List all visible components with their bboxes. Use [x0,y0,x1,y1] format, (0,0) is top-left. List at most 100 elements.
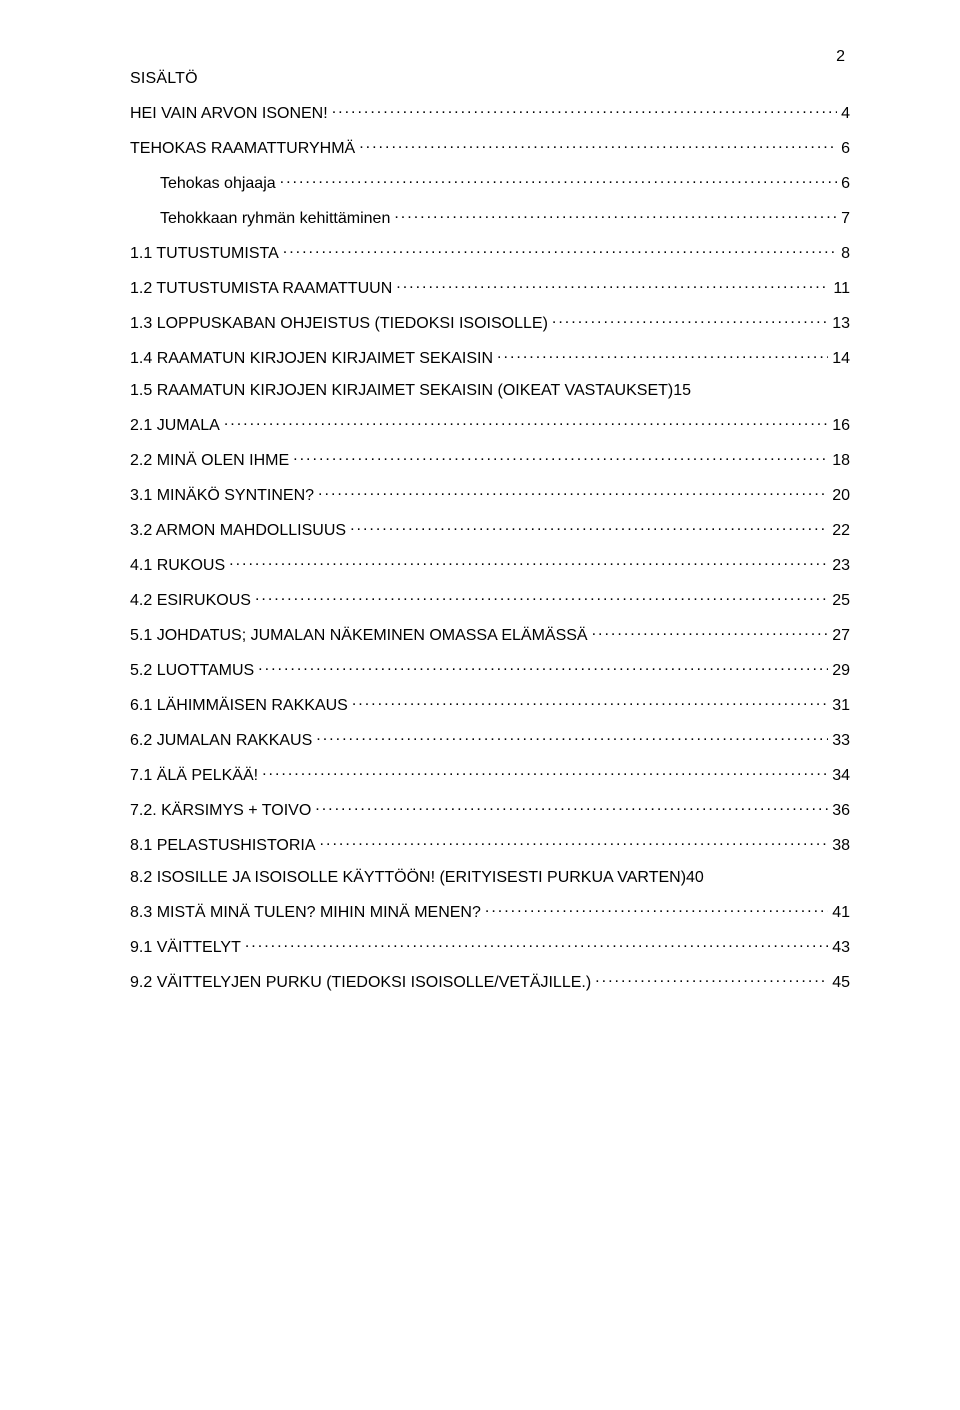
toc-entry-page: 31 [832,697,850,715]
toc-entry: 3.2 ARMON MAHDOLLISUUS 22 [130,519,850,540]
toc-entry-page: 34 [832,767,850,785]
toc-entry: 9.1 VÄITTELYT43 [130,936,850,957]
toc-entry-label: 4.1 RUKOUS [130,557,225,575]
toc-entry-page: 6 [841,140,850,158]
toc-entry: 9.2 VÄITTELYJEN PURKU (TIEDOKSI ISOISOLL… [130,971,850,992]
toc-leader-dots [552,312,828,328]
toc-entry-label: 8.2 ISOSILLE JA ISOISOLLE KÄYTTÖÖN! (ERI… [130,869,686,887]
toc-entry-label: 7.1 ÄLÄ PELKÄÄ! [130,767,258,785]
toc-entry-label: 2.2 MINÄ OLEN IHME [130,452,289,470]
toc-leader-dots [224,414,828,430]
toc-entry-label: 9.1 VÄITTELYT [130,939,241,957]
toc-entry-page: 14 [832,350,850,368]
toc-entry-label: 6.2 JUMALAN RAKKAUS [130,732,312,750]
toc-leader-dots [283,242,837,258]
toc-entry-label: 3.1 MINÄKÖ SYNTINEN? [130,487,314,505]
toc-entry: 2.2 MINÄ OLEN IHME 18 [130,449,850,470]
toc-entry: 4.2 ESIRUKOUS 25 [130,589,850,610]
toc-entry-label: 1.2 TUTUSTUMISTA RAAMATTUUN [130,280,392,298]
toc-entry-label: 2.1 JUMALA [130,417,220,435]
toc-leader-dots [315,799,828,815]
toc-entry: 8.1 PELASTUSHISTORIA 38 [130,834,850,855]
toc-entry-label: 3.2 ARMON MAHDOLLISUUS [130,522,346,540]
toc-leader-dots [318,484,828,500]
toc-leader-dots [359,137,837,153]
toc-entry-page: 23 [832,557,850,575]
toc-leader-dots [262,764,828,780]
toc-list: HEI VAIN ARVON ISONEN! 4 TEHOKAS RAAMATTUR… [130,102,850,992]
toc-entry-page: 25 [832,592,850,610]
toc-entry-page: 4 [841,105,850,123]
toc-entry: 6.1 LÄHIMMÄISEN RAKKAUS 31 [130,694,850,715]
toc-entry-page: 11 [833,280,850,298]
toc-leader-dots [293,449,828,465]
toc-entry-label: 5.1 JOHDATUS; JUMALAN NÄKEMINEN OMASSA E… [130,627,588,645]
toc-entry-page: 38 [832,837,850,855]
toc-entry-page: 40 [686,869,704,887]
toc-entry-label: 7.2. KÄRSIMYS + TOIVO [130,802,311,820]
toc-entry-page: 15 [673,382,691,400]
toc-entry: 7.2. KÄRSIMYS + TOIVO 36 [130,799,850,820]
toc-entry-label: 9.2 VÄITTELYJEN PURKU (TIEDOKSI ISOISOLL… [130,974,591,992]
toc-entry: 2.1 JUMALA 16 [130,414,850,435]
toc-entry-page: 20 [832,487,850,505]
toc-entry-label: 6.1 LÄHIMMÄISEN RAKKAUS [130,697,348,715]
toc-entry: 1.2 TUTUSTUMISTA RAAMATTUUN 11 [130,277,850,298]
toc-entry-page: 29 [832,662,850,680]
toc-entry-label: Tehokkaan ryhmän kehittäminen [160,210,390,228]
toc-entry-page: 45 [832,974,850,992]
toc-entry-page: 33 [832,732,850,750]
toc-entry-page: 36 [832,802,850,820]
toc-entry: TEHOKAS RAAMATTURYHMÄ 6 [130,137,850,158]
toc-leader-dots [592,624,829,640]
toc-leader-dots [352,694,828,710]
page-number: 2 [836,48,845,66]
toc-entry: 1.5 RAAMATUN KIRJOJEN KIRJAIMET SEKAISIN… [130,382,850,400]
toc-leader-dots [320,834,829,850]
toc-leader-dots [316,729,828,745]
toc-entry: 8.2 ISOSILLE JA ISOISOLLE KÄYTTÖÖN! (ERI… [130,869,850,887]
toc-entry-label: HEI VAIN ARVON ISONEN! [130,105,328,123]
toc-entry: 6.2 JUMALAN RAKKAUS 33 [130,729,850,750]
toc-entry-page: 8 [841,245,850,263]
toc-entry: Tehokas ohjaaja 6 [130,172,850,193]
toc-leader-dots [258,659,828,675]
toc-leader-dots [229,554,828,570]
toc-entry: HEI VAIN ARVON ISONEN! 4 [130,102,850,123]
toc-leader-dots [394,207,837,223]
toc-entry-page: 16 [832,417,850,435]
toc-leader-dots [280,172,837,188]
toc-entry: 4.1 RUKOUS 23 [130,554,850,575]
toc-leader-dots [245,936,828,952]
toc-entry: 1.4 RAAMATUN KIRJOJEN KIRJAIMET SEKAISIN… [130,347,850,368]
toc-entry-page: 6 [841,175,850,193]
toc-entry-page: 22 [832,522,850,540]
toc-entry-label: 5.2 LUOTTAMUS [130,662,254,680]
toc-leader-dots [255,589,828,605]
toc-entry-page: 13 [832,315,850,333]
toc-entry: 1.3 LOPPUSKABAN OHJEISTUS (TIEDOKSI ISOI… [130,312,850,333]
toc-entry: 8.3 MISTÄ MINÄ TULEN? MIHIN MINÄ MENEN? 4… [130,901,850,922]
toc-entry-label: 4.2 ESIRUKOUS [130,592,251,610]
toc-entry-page: 41 [832,904,850,922]
toc-entry: 7.1 ÄLÄ PELKÄÄ! 34 [130,764,850,785]
toc-entry-label: 1.4 RAAMATUN KIRJOJEN KIRJAIMET SEKAISIN [130,350,493,368]
toc-entry-label: TEHOKAS RAAMATTURYHMÄ [130,140,355,158]
toc-entry-label: 1.1 TUTUSTUMISTA [130,245,279,263]
toc-entry-page: 27 [832,627,850,645]
toc-entry-page: 7 [841,210,850,228]
toc-heading: SISÄLTÖ [130,70,850,88]
toc-entry-label: Tehokas ohjaaja [160,175,276,193]
toc-entry-label: 8.1 PELASTUSHISTORIA [130,837,316,855]
toc-entry: Tehokkaan ryhmän kehittäminen 7 [130,207,850,228]
toc-entry-page: 18 [832,452,850,470]
toc-entry: 1.1 TUTUSTUMISTA 8 [130,242,850,263]
toc-entry: 5.2 LUOTTAMUS 29 [130,659,850,680]
toc-entry-label: 8.3 MISTÄ MINÄ TULEN? MIHIN MINÄ MENEN? [130,904,481,922]
toc-leader-dots [595,971,828,987]
toc-entry: 3.1 MINÄKÖ SYNTINEN? 20 [130,484,850,505]
toc-leader-dots [332,102,837,118]
toc-leader-dots [350,519,828,535]
toc-leader-dots [497,347,828,363]
toc-entry-label: 1.3 LOPPUSKABAN OHJEISTUS (TIEDOKSI ISOI… [130,315,548,333]
